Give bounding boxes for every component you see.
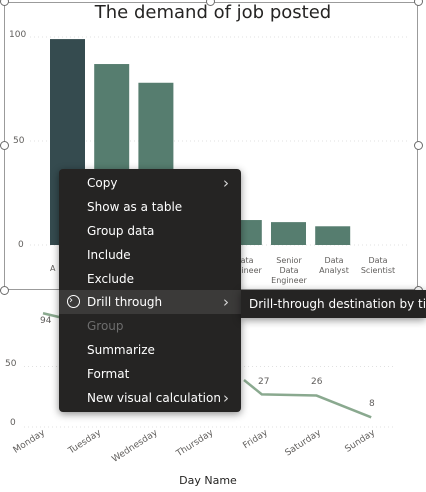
- line-series-segment: [243, 379, 372, 419]
- bar-category-label: Data Analyst: [319, 256, 349, 275]
- menu-item-exclude[interactable]: Exclude: [59, 267, 241, 291]
- menu-item-show-as-table[interactable]: Show as a table: [59, 195, 241, 219]
- menu-item-label: Group data: [87, 224, 155, 238]
- menu-item-group: Group: [59, 314, 241, 338]
- bar-category-label: Senior Data Engineer: [271, 256, 307, 285]
- line-point-label-monday: 94: [40, 316, 52, 326]
- submenu-item-label: Drill-through destination by title: [249, 297, 426, 311]
- chevron-right-icon: ›: [223, 293, 229, 311]
- bar: [271, 222, 306, 245]
- line-series-segment: [42, 312, 61, 319]
- menu-item-label: Group: [87, 319, 124, 333]
- resize-handle-top-center[interactable]: [206, 0, 215, 6]
- bar-category-label: A: [50, 264, 56, 273]
- line-y-tick-0: 0: [10, 418, 16, 428]
- menu-item-group-data[interactable]: Group data: [59, 219, 241, 243]
- chevron-right-icon: ›: [223, 389, 229, 407]
- resize-handle-middle-right[interactable]: [414, 141, 423, 150]
- menu-item-include[interactable]: Include: [59, 243, 241, 267]
- menu-item-label: Exclude: [87, 272, 135, 286]
- x-axis-title: Day Name: [179, 474, 237, 487]
- menu-item-label: Copy: [87, 176, 118, 190]
- menu-item-summarize[interactable]: Summarize: [59, 338, 241, 362]
- bar-category-label: Data Scientist: [360, 256, 396, 275]
- resize-handle-bottom-left[interactable]: [0, 286, 9, 295]
- menu-item-label: New visual calculation: [87, 391, 221, 405]
- menu-item-format[interactable]: Format: [59, 362, 241, 386]
- menu-item-label: Include: [87, 248, 131, 262]
- bar-chart-title: The demand of job posted: [94, 2, 332, 23]
- menu-item-label: Format: [87, 367, 130, 381]
- bar: [315, 226, 351, 245]
- line-point-label-saturday: 26: [311, 377, 323, 387]
- bar-y-tick-0: 0: [18, 240, 24, 250]
- bar-y-tick-100: 100: [9, 30, 27, 40]
- resize-handle-top-left[interactable]: [0, 0, 9, 6]
- menu-item-drill-through[interactable]: › Drill through ›: [59, 290, 241, 314]
- line-point-label-sunday: 8: [369, 399, 375, 409]
- menu-item-copy[interactable]: Copy ›: [59, 171, 241, 195]
- menu-item-label: Show as a table: [87, 200, 183, 214]
- submenu-drill-through-destination[interactable]: Drill-through destination by title: [241, 290, 426, 318]
- menu-item-label: Drill through: [87, 295, 163, 309]
- line-chart: [24, 312, 395, 428]
- bar-category-label: Data Engineer: [226, 256, 262, 275]
- chevron-right-icon: ›: [223, 174, 229, 192]
- drill-through-icon: ›: [67, 295, 80, 308]
- bar-y-tick-50: 50: [13, 136, 25, 146]
- menu-item-label: Summarize: [87, 343, 155, 357]
- context-menu: Copy › Show as a table Group data Includ…: [59, 169, 241, 412]
- line-point-label-friday: 27: [258, 377, 270, 387]
- resize-handle-top-right[interactable]: [414, 0, 423, 6]
- resize-handle-middle-left[interactable]: [0, 141, 9, 150]
- menu-item-new-visual-calculation[interactable]: New visual calculation ›: [59, 386, 241, 410]
- line-y-tick-50: 50: [5, 359, 17, 369]
